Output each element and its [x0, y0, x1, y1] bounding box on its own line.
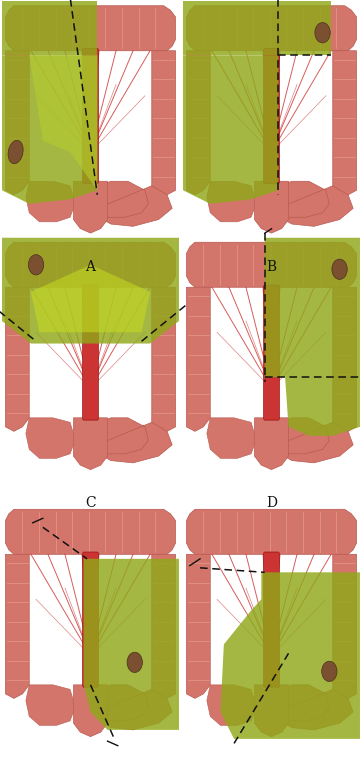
Polygon shape: [5, 510, 176, 554]
Polygon shape: [5, 6, 176, 50]
Polygon shape: [26, 418, 73, 459]
FancyBboxPatch shape: [264, 285, 279, 420]
Polygon shape: [186, 510, 357, 554]
Polygon shape: [152, 554, 176, 698]
Polygon shape: [254, 685, 289, 736]
Polygon shape: [333, 287, 357, 431]
Polygon shape: [278, 2, 331, 55]
Polygon shape: [2, 55, 97, 204]
Polygon shape: [207, 685, 254, 726]
Polygon shape: [5, 50, 29, 195]
Text: B: B: [266, 260, 277, 274]
Polygon shape: [254, 418, 289, 469]
FancyBboxPatch shape: [83, 552, 98, 687]
FancyBboxPatch shape: [264, 49, 279, 184]
Polygon shape: [73, 182, 108, 233]
Polygon shape: [31, 265, 150, 333]
Polygon shape: [275, 182, 353, 227]
Polygon shape: [2, 238, 179, 343]
Polygon shape: [186, 6, 357, 50]
Polygon shape: [94, 182, 172, 227]
Polygon shape: [207, 418, 254, 459]
Polygon shape: [94, 418, 172, 463]
Polygon shape: [73, 685, 108, 736]
Polygon shape: [186, 50, 210, 195]
Polygon shape: [254, 182, 289, 233]
Polygon shape: [152, 287, 176, 431]
Polygon shape: [333, 554, 357, 698]
Polygon shape: [73, 418, 108, 469]
Ellipse shape: [28, 255, 44, 275]
Ellipse shape: [322, 662, 337, 681]
Polygon shape: [183, 2, 278, 55]
FancyBboxPatch shape: [83, 285, 98, 420]
Polygon shape: [2, 2, 97, 55]
Polygon shape: [26, 182, 73, 222]
Polygon shape: [183, 55, 278, 204]
Polygon shape: [94, 685, 172, 730]
Text: A: A: [85, 260, 96, 274]
Polygon shape: [220, 572, 360, 739]
FancyBboxPatch shape: [264, 552, 279, 687]
Polygon shape: [186, 554, 210, 698]
Ellipse shape: [127, 652, 142, 672]
Polygon shape: [186, 242, 357, 287]
Polygon shape: [84, 559, 179, 730]
Text: C: C: [85, 497, 96, 510]
Ellipse shape: [332, 259, 347, 279]
Polygon shape: [5, 242, 176, 287]
FancyBboxPatch shape: [83, 49, 98, 184]
Text: D: D: [266, 497, 277, 510]
Polygon shape: [275, 418, 353, 463]
Ellipse shape: [8, 140, 23, 164]
Ellipse shape: [315, 23, 330, 43]
Polygon shape: [207, 182, 254, 222]
Polygon shape: [333, 50, 357, 195]
Polygon shape: [152, 50, 176, 195]
Polygon shape: [186, 287, 210, 431]
Polygon shape: [26, 685, 73, 726]
Polygon shape: [275, 685, 353, 730]
Polygon shape: [5, 287, 29, 431]
Polygon shape: [29, 55, 97, 190]
Polygon shape: [5, 554, 29, 698]
Polygon shape: [265, 238, 360, 436]
